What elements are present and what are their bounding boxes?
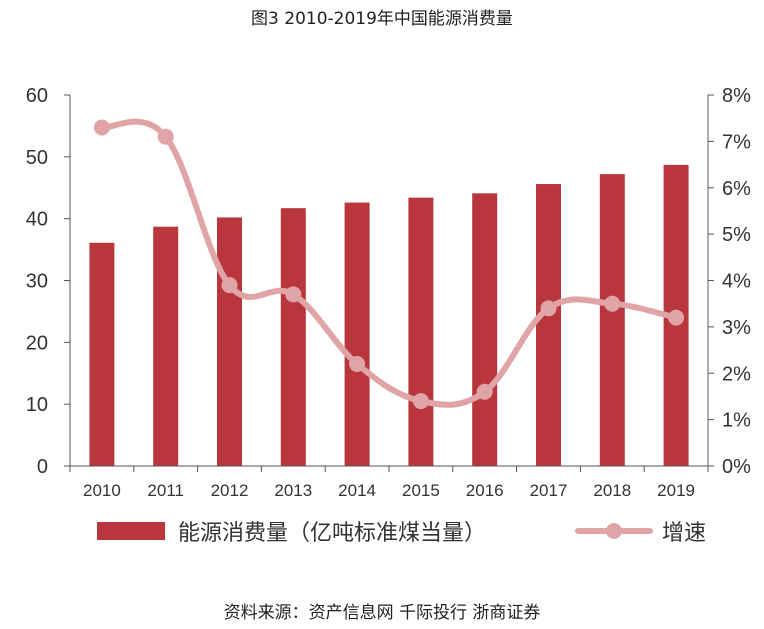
x-tick-label: 2017 [530,481,568,500]
growth-point-2017 [540,300,557,317]
legend-line-marker [606,523,622,539]
x-tick-label: 2018 [593,481,631,500]
x-tick-label: 2015 [402,481,440,500]
x-tick-label: 2019 [657,481,695,500]
y-left-tick-label: 10 [26,394,48,416]
y-right-tick-label: 1% [722,410,751,432]
y-right-tick-label: 0% [722,456,751,478]
legend-bar-label: 能源消费量（亿吨标准煤当量） [178,521,486,546]
growth-point-2010 [93,119,110,136]
bar-2012 [217,217,242,466]
source-note: 资料来源：资产信息网 千际投行 浙商证券 [223,603,541,623]
bar-2016 [472,193,498,466]
y-right-tick-label: 4% [722,271,751,293]
y-right-tick-label: 8% [722,85,751,107]
growth-line [98,118,680,408]
bar-2018 [599,174,625,466]
bar-2017 [536,184,561,467]
growth-point-2014 [349,355,366,372]
bar-2013 [280,208,306,466]
x-tick-label: 2012 [211,481,249,500]
y-left-tick-label: 20 [26,332,48,354]
y-left-tick-label: 30 [26,271,48,293]
y-left-tick-label: 50 [26,147,48,169]
legend-line-label: 增速 [662,521,706,546]
legend-bar-swatch [97,522,165,540]
bar-2011 [153,226,179,466]
growth-point-2018 [604,295,621,312]
x-tick-label: 2011 [147,481,184,500]
y-left-tick-label: 60 [26,85,48,107]
y-right-tick-label: 3% [722,317,751,339]
y-right-tick-label: 2% [722,363,751,385]
growth-point-2016 [476,383,493,400]
growth-point-2012 [221,277,238,294]
bar-2014 [344,202,370,466]
y-right-tick-label: 6% [722,178,751,200]
bar-2010 [89,242,115,466]
chart-title: 图3 2010-2019年中国能源消费量 [251,9,513,29]
x-tick-label: 2014 [338,481,376,500]
growth-point-2019 [668,309,685,326]
x-tick-label: 2013 [274,481,312,500]
y-left-tick-label: 0 [37,456,48,478]
x-tick-label: 2016 [466,481,504,500]
y-left-tick-label: 40 [26,209,48,231]
growth-point-2015 [412,393,429,410]
y-right-tick-label: 7% [722,131,751,153]
growth-point-2013 [285,286,302,303]
x-tick-label: 2010 [83,481,121,500]
y-right-tick-label: 5% [722,224,751,246]
growth-point-2011 [157,128,174,145]
bar-2015 [408,197,434,467]
